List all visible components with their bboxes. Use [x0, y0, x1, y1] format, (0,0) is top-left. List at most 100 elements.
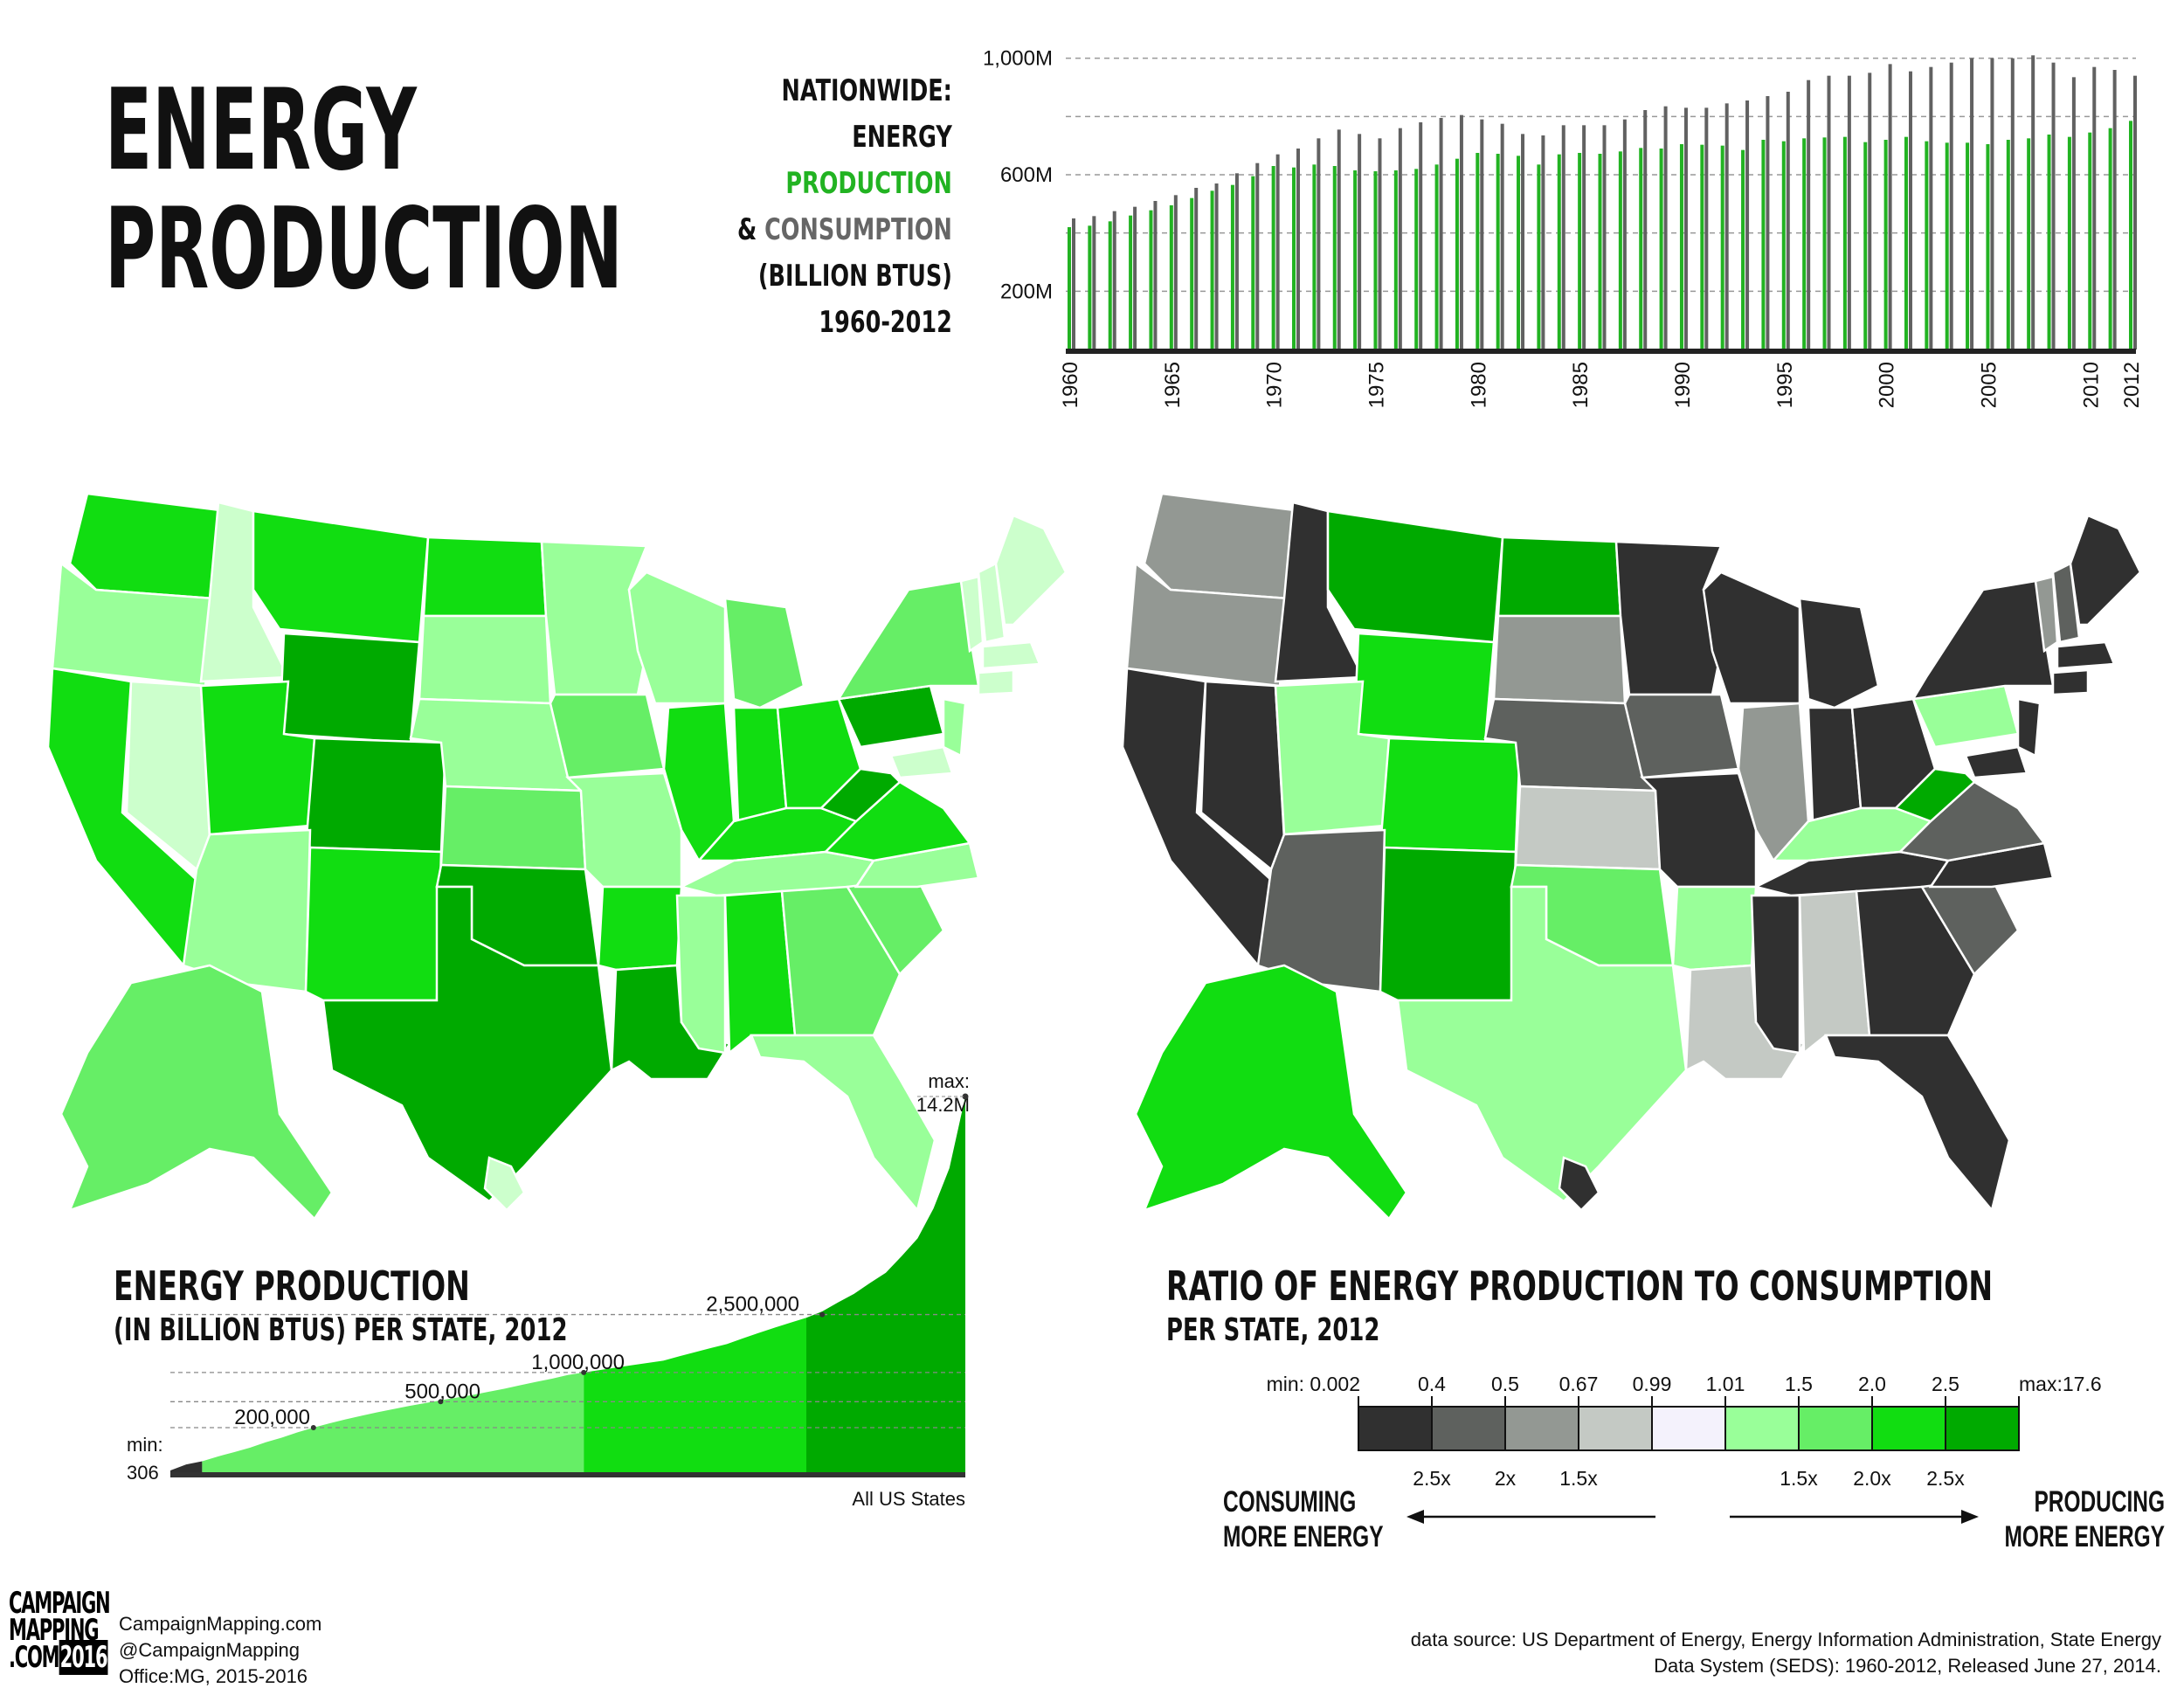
- production-bar: [1537, 164, 1541, 349]
- x-tick-label: 1990: [1671, 362, 1695, 408]
- logo-line: .COM2016: [9, 1640, 108, 1675]
- twitter-handle[interactable]: @CampaignMapping: [119, 1639, 301, 1661]
- consumption-bar: [1929, 66, 1933, 349]
- production-bar: [1966, 142, 1970, 349]
- production-map-state-wi: [627, 571, 727, 705]
- production-map-state-mn: [540, 540, 648, 696]
- production-map: [46, 492, 1066, 1221]
- consumption-bar: [1766, 96, 1770, 349]
- consumption-bar: [1133, 206, 1137, 349]
- consumption-bar: [1112, 211, 1116, 349]
- scale-top-label: 0.67: [1559, 1373, 1599, 1395]
- production-bar: [1761, 140, 1766, 349]
- production-map-state-nd: [422, 536, 548, 618]
- production-map-state-ms: [675, 894, 727, 1055]
- consumption-bar: [1275, 154, 1280, 349]
- consumption-bar: [1317, 138, 1321, 349]
- production-bar: [1455, 158, 1459, 349]
- ratio-map-state-nj: [2016, 697, 2042, 758]
- y-tick-label: 200M: [1000, 280, 1053, 303]
- x-tick-label: 1980: [1467, 362, 1490, 408]
- production-bar: [1802, 138, 1807, 349]
- production-map-state-nm: [304, 846, 443, 1002]
- ratio-map-state-nd: [1496, 536, 1622, 618]
- production-bar: [1822, 137, 1827, 349]
- reference-label: 200,000: [234, 1406, 310, 1429]
- reference-dot: [438, 1399, 444, 1405]
- consumption-bar: [1398, 128, 1402, 349]
- consumption-bar: [2071, 77, 2076, 350]
- consumption-bar: [1173, 195, 1178, 349]
- ratio-map-state-fl: [1824, 1034, 2011, 1213]
- consumption-bar: [1827, 75, 1831, 349]
- x-tick-label: 1965: [1161, 362, 1185, 408]
- consumption-bar: [1153, 201, 1158, 349]
- production-bar: [1883, 140, 1888, 349]
- logo: CAMPAIGN MAPPING .COM2016: [9, 1588, 118, 1686]
- x-tick-label: 2000: [1876, 362, 1899, 408]
- ratio-map-state-ma: [2056, 640, 2116, 670]
- production-map-state-wa: [68, 492, 229, 600]
- y-tick-label: 600M: [1000, 163, 1053, 187]
- production-bar: [1720, 145, 1724, 349]
- consumption-bar: [1561, 125, 1565, 349]
- production-map-state-ny: [836, 579, 980, 701]
- ratio-map-state-ny: [1911, 579, 2055, 701]
- consumption-bar: [1786, 92, 1790, 349]
- scale-top-label: 2.5: [1932, 1373, 1959, 1395]
- x-tick-label: 1960: [1059, 362, 1082, 408]
- consumption-bar: [1419, 122, 1423, 349]
- ratio-map-state-ia: [1623, 693, 1740, 779]
- consuming-note-line-1: CONSUMING: [1223, 1485, 1356, 1519]
- production-map-states: [46, 492, 1066, 1221]
- production-map-state-hi: [483, 1156, 526, 1212]
- consumption-line: & CONSUMPTION: [737, 207, 952, 253]
- scale-bottom-label: 1.5x: [1780, 1467, 1818, 1490]
- production-bar: [1292, 167, 1296, 349]
- production-map-state-ks: [439, 785, 587, 871]
- production-map-state-ct: [977, 668, 1015, 696]
- scale-swatch: [1432, 1407, 1505, 1450]
- ratio-map-state-wv: [1893, 767, 1976, 823]
- scale-swatch: [1725, 1407, 1799, 1450]
- scale-bottom-label: 2x: [1495, 1467, 1517, 1490]
- production-bar: [1945, 142, 1949, 349]
- site-link[interactable]: CampaignMapping.com: [119, 1613, 322, 1635]
- consumption-bar: [1214, 183, 1219, 349]
- x-tick-label: 1995: [1773, 362, 1797, 408]
- production-map-state-ma: [981, 640, 1041, 670]
- scale-top-label: 0.5: [1491, 1373, 1519, 1395]
- distribution-area: [170, 1461, 203, 1472]
- nationwide-line: NATIONWIDE:: [781, 73, 952, 108]
- years-line: 1960-2012: [819, 305, 952, 340]
- production-bar: [1700, 144, 1704, 349]
- production-map-state-wy: [278, 632, 421, 744]
- ratio-map-state-wi: [1702, 571, 1801, 705]
- ratio-map-states: [1121, 492, 2140, 1221]
- production-bar: [1393, 170, 1398, 349]
- x-tick-label: 1975: [1365, 362, 1388, 408]
- data-source-line-1: data source: US Department of Energy, En…: [1410, 1629, 2161, 1650]
- title-line-1: ENERGY: [105, 66, 417, 196]
- production-map-state-ia: [549, 693, 666, 779]
- production-bar: [1476, 153, 1480, 349]
- scale-swatch: [1652, 1407, 1725, 1450]
- consumption-bar: [1663, 106, 1668, 350]
- production-bar: [1129, 215, 1133, 349]
- consumption-bar: [1480, 119, 1484, 349]
- consumption-bar: [1296, 149, 1301, 349]
- production-map-state-co: [304, 737, 447, 854]
- x-tick-label: 1985: [1569, 362, 1593, 408]
- production-bar: [2088, 132, 2092, 349]
- reference-label: 2,500,000: [706, 1293, 799, 1317]
- min-label: min:: [127, 1434, 163, 1456]
- scale-swatch: [1946, 1407, 2019, 1450]
- consumption-bar: [1459, 114, 1463, 349]
- ratio-map-state-hi: [1558, 1156, 1600, 1212]
- production-bar: [1598, 154, 1602, 349]
- production-bar: [1863, 142, 1868, 349]
- production-map-state-ak: [59, 964, 334, 1221]
- scale-bottom-label: 1.5x: [1559, 1467, 1598, 1490]
- ratio-map-state-nm: [1379, 846, 1517, 1002]
- ratio-map-state-ct: [2051, 668, 2090, 696]
